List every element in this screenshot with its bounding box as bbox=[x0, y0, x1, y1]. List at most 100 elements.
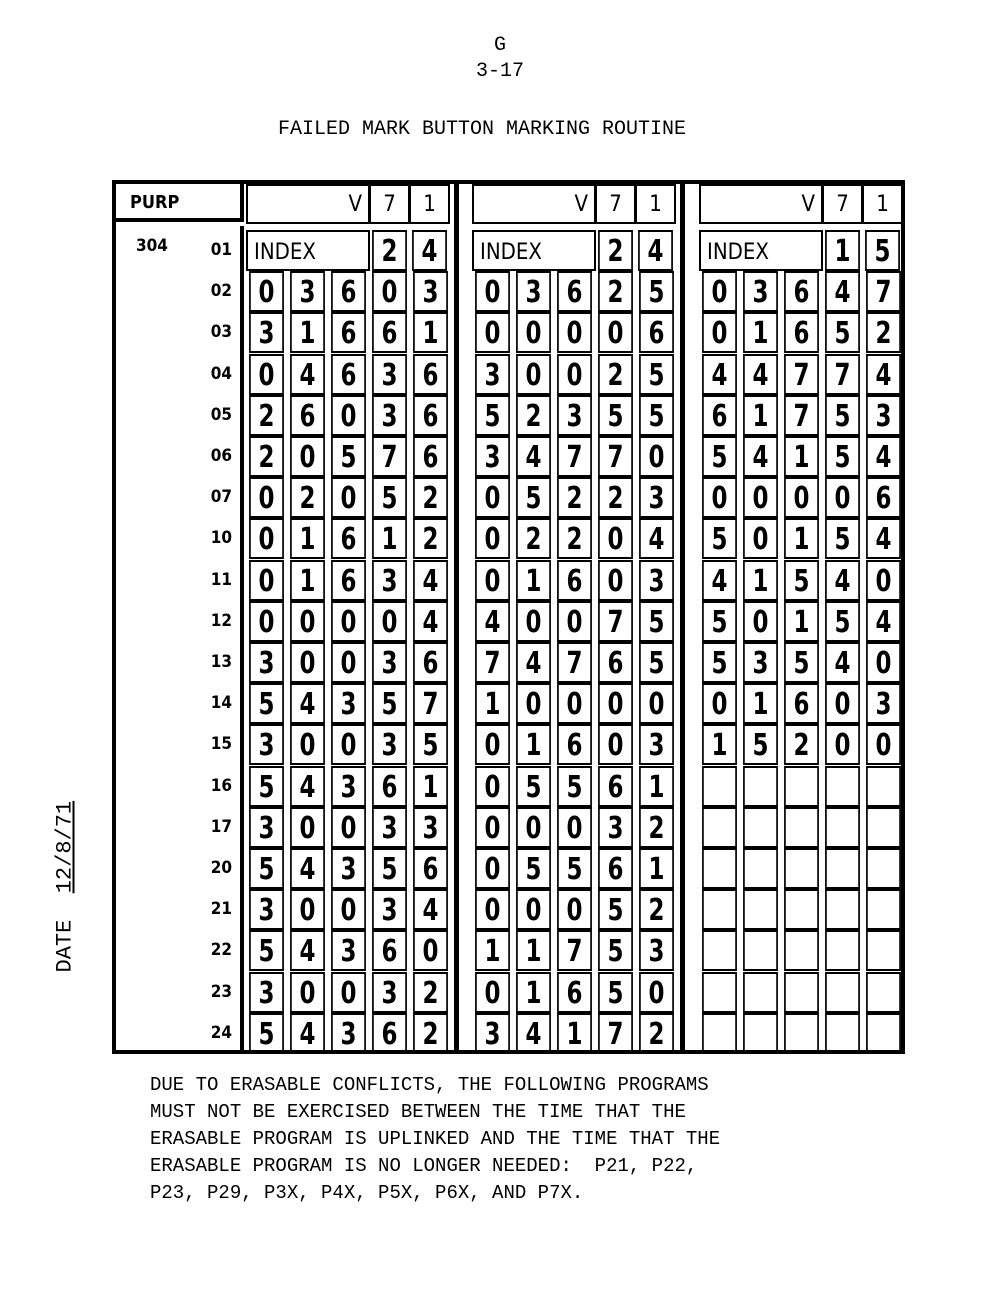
octal-digit-cell: 0 bbox=[249, 600, 284, 642]
octal-digit-cell: 3 bbox=[475, 1012, 510, 1054]
section-letter: G bbox=[493, 34, 506, 57]
octal-digit-cell: 4 bbox=[702, 559, 737, 601]
octal-digit-cell bbox=[825, 806, 860, 848]
octal-digit-cell: 3 bbox=[743, 642, 778, 683]
verb-digit: 7 bbox=[822, 184, 863, 224]
octal-digit-cell bbox=[825, 848, 860, 889]
octal-digit-cell: 7 bbox=[598, 436, 633, 477]
row-address-label: 04 bbox=[210, 363, 232, 384]
octal-digit-cell: 0 bbox=[557, 683, 592, 725]
octal-digit-cell: 5 bbox=[639, 271, 674, 313]
octal-digit-cell: 3 bbox=[331, 930, 366, 972]
octal-digit-cell bbox=[743, 930, 778, 972]
octal-digit-cell: 5 bbox=[413, 724, 448, 766]
octal-digit-cell: 0 bbox=[331, 971, 366, 1013]
verb-digit: 7 bbox=[369, 184, 410, 224]
octal-digit-cell: 0 bbox=[475, 559, 510, 601]
octal-digit-cell: 3 bbox=[372, 806, 407, 848]
row-address-label: 23 bbox=[210, 981, 232, 1002]
octal-digit-cell: 0 bbox=[639, 971, 674, 1013]
octal-digit-cell: 6 bbox=[598, 765, 633, 807]
octal-digit-cell bbox=[825, 765, 860, 807]
index-label: INDEX bbox=[699, 230, 823, 271]
octal-digit-cell: 7 bbox=[825, 353, 860, 395]
octal-digit-cell: 4 bbox=[743, 436, 778, 477]
octal-digit-cell: 6 bbox=[372, 765, 407, 807]
octal-digit-cell: 3 bbox=[249, 312, 284, 354]
verb-digit: 1 bbox=[862, 184, 903, 224]
octal-digit-cell: 0 bbox=[639, 436, 674, 477]
octal-digit-cell: 4 bbox=[743, 353, 778, 395]
octal-digit-cell: 6 bbox=[784, 683, 819, 725]
octal-digit-cell: 6 bbox=[598, 642, 633, 683]
date-label: DATE bbox=[52, 919, 78, 973]
octal-digit-cell: 2 bbox=[516, 518, 551, 560]
octal-digit-cell: 6 bbox=[331, 518, 366, 560]
octal-digit-cell: 2 bbox=[413, 477, 448, 519]
octal-digit-cell: 3 bbox=[331, 1012, 366, 1054]
index-digit: 5 bbox=[865, 230, 900, 271]
octal-digit-cell: 4 bbox=[290, 765, 325, 807]
octal-digit-cell: 6 bbox=[784, 271, 819, 313]
octal-digit-cell: 1 bbox=[784, 436, 819, 477]
index-digit: 2 bbox=[598, 230, 633, 271]
octal-digit-cell: 3 bbox=[249, 806, 284, 848]
octal-digit-cell: 7 bbox=[866, 271, 901, 313]
octal-digit-cell: 6 bbox=[557, 559, 592, 601]
octal-digit-cell: 1 bbox=[475, 930, 510, 972]
octal-digit-cell: 0 bbox=[743, 477, 778, 519]
octal-digit-cell: 1 bbox=[516, 930, 551, 972]
row-address-label: 14 bbox=[210, 693, 232, 714]
octal-digit-cell: 0 bbox=[249, 271, 284, 313]
octal-digit-cell: 4 bbox=[825, 559, 860, 601]
verb-digit: 1 bbox=[409, 184, 450, 224]
date-field: DATE 12/8/71 bbox=[53, 753, 78, 973]
octal-digit-cell: 4 bbox=[516, 436, 551, 477]
octal-digit-cell: 4 bbox=[825, 271, 860, 313]
octal-digit-cell bbox=[866, 1012, 901, 1054]
octal-digit-cell: 5 bbox=[598, 394, 633, 436]
octal-digit-cell: 0 bbox=[331, 642, 366, 683]
row-address-label: 03 bbox=[210, 322, 232, 343]
octal-digit-cell: 0 bbox=[557, 353, 592, 395]
octal-digit-cell: 0 bbox=[598, 683, 633, 725]
octal-digit-cell bbox=[702, 930, 737, 972]
octal-digit-cell: 7 bbox=[784, 394, 819, 436]
octal-digit-cell bbox=[702, 848, 737, 889]
octal-digit-cell: 0 bbox=[557, 806, 592, 848]
octal-digit-cell: 3 bbox=[372, 889, 407, 931]
octal-digit-cell: 0 bbox=[475, 889, 510, 931]
group-divider bbox=[454, 184, 459, 1050]
row-address-label: 15 bbox=[210, 734, 232, 755]
octal-digit-cell: 0 bbox=[516, 312, 551, 354]
octal-digit-cell: 3 bbox=[249, 971, 284, 1013]
octal-digit-cell: 5 bbox=[702, 600, 737, 642]
octal-digit-cell: 7 bbox=[557, 642, 592, 683]
octal-digit-cell bbox=[825, 1012, 860, 1054]
octal-digit-cell: 0 bbox=[290, 971, 325, 1013]
octal-digit-cell: 0 bbox=[413, 930, 448, 972]
octal-digit-cell: 7 bbox=[475, 642, 510, 683]
octal-digit-cell: 2 bbox=[516, 394, 551, 436]
octal-digit-cell: 3 bbox=[372, 394, 407, 436]
octal-digit-cell: 0 bbox=[372, 600, 407, 642]
octal-digit-cell: 0 bbox=[598, 559, 633, 601]
row-address-label: 12 bbox=[210, 610, 232, 631]
octal-digit-cell: 0 bbox=[516, 889, 551, 931]
octal-digit-cell: 3 bbox=[372, 353, 407, 395]
verb-v-label: V bbox=[472, 184, 596, 224]
octal-digit-cell: 0 bbox=[290, 806, 325, 848]
octal-digit-cell bbox=[743, 765, 778, 807]
octal-digit-cell: 6 bbox=[639, 312, 674, 354]
octal-digit-cell: 5 bbox=[372, 848, 407, 889]
octal-digit-cell: 7 bbox=[372, 436, 407, 477]
octal-digit-cell: 6 bbox=[290, 394, 325, 436]
octal-digit-cell: 0 bbox=[290, 436, 325, 477]
octal-digit-cell: 5 bbox=[557, 848, 592, 889]
octal-digit-cell: 2 bbox=[557, 477, 592, 519]
octal-digit-cell: 6 bbox=[557, 971, 592, 1013]
octal-digit-cell: 0 bbox=[557, 312, 592, 354]
octal-digit-cell: 7 bbox=[598, 600, 633, 642]
octal-digit-cell: 3 bbox=[639, 477, 674, 519]
octal-digit-cell: 4 bbox=[866, 353, 901, 395]
